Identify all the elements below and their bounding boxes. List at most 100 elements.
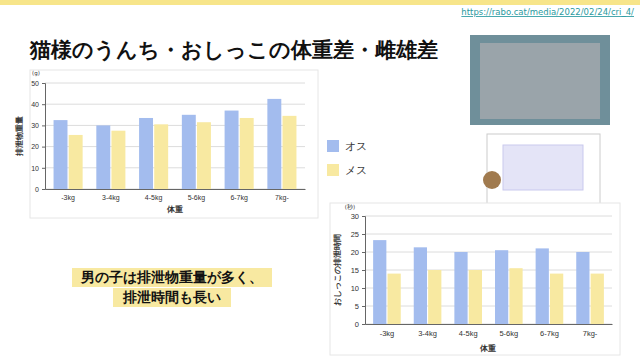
bar: [454, 252, 467, 324]
y-tick: 30: [351, 212, 365, 221]
x-axis-title: 体重: [479, 344, 496, 353]
callout-text: 排泄時間も長い: [122, 289, 221, 305]
x-tick-label: 3-4kg: [418, 329, 437, 338]
icon-cat: [483, 171, 501, 189]
y-tick-label: 20: [31, 143, 39, 150]
chart-frame: [30, 70, 318, 218]
bar: [139, 118, 153, 189]
y-tick: 25: [351, 230, 365, 239]
chart-1: 0 5 10 15 20 25 30 -3kg 3-4kg 4-5kg 5-6kg 6-7kg 7kg-…: [330, 203, 620, 355]
y-tick-mark: [362, 306, 365, 307]
bar: [495, 250, 508, 324]
x-axis-line: [46, 189, 306, 190]
legend-label: メス: [345, 164, 367, 177]
y-tick-mark: [362, 234, 365, 235]
x-tick-label: -3kg: [380, 329, 395, 338]
y-tick-label: 20: [351, 248, 359, 257]
x-tick: 5-6kg: [499, 329, 518, 338]
grid-line: [365, 324, 612, 325]
y-tick: 5: [355, 302, 365, 311]
bars: [54, 99, 297, 189]
y-axis: 0 5 10 15 20 25 30: [351, 212, 366, 329]
callout-highlight: [72, 268, 272, 287]
photo-frame: [470, 35, 610, 125]
source-url: https://rabo.cat/media/2022/02/24/cri_4/: [461, 7, 634, 17]
x-tick: -3kg: [380, 329, 395, 338]
y-tick-label: 5: [355, 302, 359, 311]
top-strip: [0, 0, 640, 5]
grid-line: [45, 189, 305, 190]
y-tick-mark: [362, 252, 365, 253]
legend-swatch: [327, 164, 339, 176]
bar: [414, 247, 427, 324]
y-tick: 15: [351, 266, 365, 275]
legend-label: オス: [345, 140, 367, 153]
bar: [197, 122, 211, 189]
x-tick-label: 4-5kg: [145, 194, 163, 202]
y-tick-mark: [362, 324, 365, 325]
bar: [96, 125, 110, 189]
legend: オスメス: [327, 140, 367, 177]
y-tick-label: 10: [351, 284, 359, 293]
y-tick-mark: [42, 147, 45, 148]
photo-litter: [480, 43, 600, 119]
bar: [69, 135, 83, 189]
y-axis-title: 排泄物重量: [15, 116, 24, 157]
grid-line: [45, 167, 305, 168]
y-tick: 20: [351, 248, 365, 257]
bar: [388, 274, 401, 324]
x-tick: -3kg: [61, 194, 75, 202]
y-tick-label: 15: [351, 266, 359, 275]
bar: [509, 268, 522, 324]
y-tick-mark: [42, 189, 45, 190]
bars: [373, 240, 604, 324]
y-tick-mark: [362, 270, 365, 271]
bar: [240, 118, 254, 189]
y-tick-label: 0: [35, 186, 39, 193]
x-tick: 7kg-: [275, 194, 289, 202]
x-tick-label: 7kg-: [275, 194, 289, 202]
bar: [267, 99, 281, 189]
x-tick: 6-7kg: [230, 194, 248, 202]
bar: [111, 131, 125, 189]
y-tick: 10: [31, 165, 45, 172]
y-tick: 0: [355, 320, 365, 329]
bar: [283, 116, 297, 189]
bar: [576, 252, 589, 324]
grid-line: [365, 270, 612, 271]
x-tick-label: 7kg-: [583, 329, 598, 338]
slide-title: 猫様のうんち・おしっこの体重差・雌雄差: [29, 38, 438, 62]
x-tick: 4-5kg: [145, 194, 163, 202]
x-tick-label: 6-7kg: [540, 329, 559, 338]
y-tick-label: 10: [31, 165, 39, 172]
x-tick-label: 3-4kg: [102, 194, 120, 202]
y-tick: 20: [31, 143, 45, 150]
y-tick: 40: [31, 101, 45, 108]
y-axis-unit: (秒): [345, 204, 355, 210]
x-axis-line: [366, 324, 613, 325]
y-tick-mark: [42, 125, 45, 126]
grid-line: [45, 104, 305, 105]
y-tick-label: 30: [31, 122, 39, 129]
y-tick-label: 50: [31, 80, 39, 87]
x-axis: -3kg 3-4kg 4-5kg 5-6kg 6-7kg 7kg-: [366, 325, 613, 339]
bar: [373, 240, 386, 324]
y-tick-label: 30: [351, 212, 359, 221]
x-tick: 3-4kg: [418, 329, 437, 338]
series-1: [69, 116, 297, 189]
icon-frame: [487, 134, 600, 210]
y-axis-title: おしっこの排泄時間: [333, 234, 342, 306]
y-axis: 0 10 20 30 40 50: [31, 80, 45, 193]
bar: [536, 248, 549, 324]
x-tick-label: 4-5kg: [459, 329, 478, 338]
grid-line: [365, 252, 612, 253]
y-tick-label: 25: [351, 230, 359, 239]
y-tick-label: 0: [355, 320, 359, 329]
grid-line: [365, 306, 612, 307]
bar: [428, 270, 441, 324]
y-tick-mark: [42, 104, 45, 105]
x-tick: 4-5kg: [459, 329, 478, 338]
x-tick-label: 5-6kg: [499, 329, 518, 338]
x-axis: -3kg3-4kg4-5kg5-6kg6-7kg7kg-: [46, 190, 306, 202]
x-axis-title: 体重: [166, 205, 183, 214]
